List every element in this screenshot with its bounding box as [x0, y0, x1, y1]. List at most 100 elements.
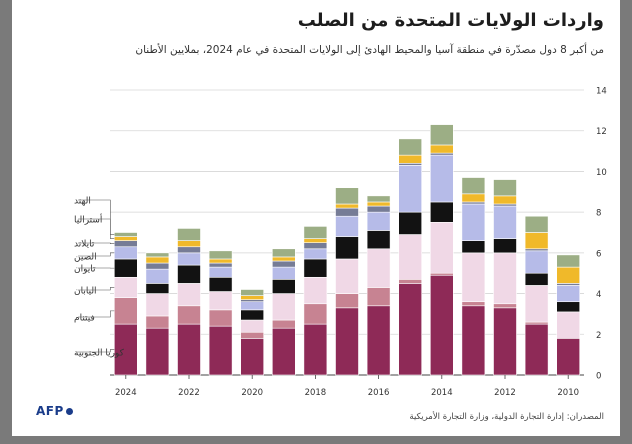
bar-segment [493, 252, 517, 305]
bar-segment [271, 327, 296, 376]
x-tick-label: 2024 [115, 388, 137, 398]
bar-segment [303, 226, 328, 239]
bar-segment [271, 248, 296, 258]
bar-segment [429, 154, 454, 203]
bar-segment [429, 222, 454, 274]
bar-segment [493, 205, 517, 239]
bar-segment [240, 295, 264, 300]
bar-segment [429, 152, 454, 156]
bar-segment [335, 307, 359, 376]
bar-segment [556, 283, 581, 286]
bar-segment [524, 323, 549, 376]
bar-segment [398, 162, 423, 166]
legend-leader-line [78, 349, 115, 353]
x-tick-label: 2012 [494, 388, 516, 398]
legend-label: الصين [74, 253, 97, 263]
bar-segment [461, 305, 486, 376]
bar-segment [177, 305, 201, 325]
bar-segment [366, 230, 391, 250]
bar-segment [429, 144, 454, 154]
bar-segment [366, 195, 391, 203]
afp-logo: AFP [36, 404, 73, 418]
x-tick-label: 2018 [305, 388, 327, 398]
bar-segment [335, 293, 359, 309]
legend-label: أستراليا [74, 214, 102, 226]
bar-segment [335, 215, 359, 237]
legend-label: تايوان [74, 265, 96, 275]
bar-segment [240, 289, 264, 296]
bar-segment [271, 256, 296, 262]
bar-segment [524, 285, 549, 323]
x-tick-label: 2010 [557, 388, 579, 398]
bar-segment [114, 297, 138, 325]
bar-segment [398, 138, 423, 156]
x-tick-label: 2022 [178, 388, 200, 398]
bar-segment [114, 240, 138, 248]
legend-leader-line [78, 252, 115, 257]
bar-segment [556, 311, 581, 339]
bar-segment [208, 262, 233, 268]
bar-segment [524, 232, 549, 250]
bar-segment [303, 242, 328, 250]
bar-segment [177, 283, 201, 307]
bar-segment [177, 323, 201, 376]
bar-segment [145, 315, 170, 329]
bar-segment [398, 283, 423, 376]
bar-segment [398, 279, 423, 284]
bar-segment [335, 236, 359, 260]
bar-segment [177, 240, 201, 248]
bar-segment [208, 291, 233, 311]
legend-leader-line [78, 218, 115, 239]
bar-segment [240, 319, 264, 333]
bar-segment [145, 262, 170, 270]
bar-segment [177, 228, 201, 241]
bar-segment [240, 299, 264, 303]
y-tick-label: 6 [596, 249, 601, 259]
bar-segment [366, 201, 391, 207]
bar-segment [524, 321, 549, 325]
legend-label: اليابان [74, 287, 97, 297]
bar-segment [493, 307, 517, 376]
bar-segment [461, 177, 486, 195]
bar-segment [114, 258, 138, 278]
bar-segment [493, 195, 517, 205]
source-note: المصدران: إدارة التجارة الدولية، وزارة ا… [409, 412, 604, 422]
legend-leader-line [78, 242, 115, 244]
bar-segment [429, 201, 454, 223]
legend-label: كوريا الجنوبية [74, 349, 125, 359]
bar-segment [145, 283, 170, 294]
bar-segment [461, 201, 486, 205]
bar-segment [398, 165, 423, 213]
y-tick-label: 10 [596, 168, 607, 178]
bar-segment [208, 266, 233, 278]
bar-segment [461, 203, 486, 241]
bar-segment [240, 301, 264, 311]
bar-segment [303, 303, 328, 325]
bar-segment [114, 246, 138, 260]
bar-segment [208, 250, 233, 260]
bar-segment [303, 238, 328, 243]
bar-segment [271, 319, 296, 329]
bar-segment [208, 258, 233, 264]
bar-segment [524, 272, 549, 286]
legend-label: فيتنام [74, 314, 95, 324]
bar-segment [524, 248, 549, 252]
bar-segment [271, 266, 296, 280]
y-tick-label: 14 [596, 87, 607, 97]
bar-segment [208, 276, 233, 292]
legend-leader-line [78, 199, 115, 235]
bar-segment [145, 268, 170, 284]
bar-segment [493, 179, 517, 197]
bar-segment [429, 124, 454, 146]
bar-segment [556, 254, 581, 268]
bar-segment [366, 287, 391, 307]
bar-segment [366, 205, 391, 213]
bar-segment [366, 248, 391, 288]
bar-segment [145, 256, 170, 264]
bar-segment [398, 154, 423, 164]
bar-segment [114, 276, 138, 298]
y-tick-label: 2 [596, 331, 601, 341]
bar-segment [556, 266, 581, 284]
y-tick-label: 0 [596, 372, 601, 382]
bar-segment [366, 305, 391, 376]
